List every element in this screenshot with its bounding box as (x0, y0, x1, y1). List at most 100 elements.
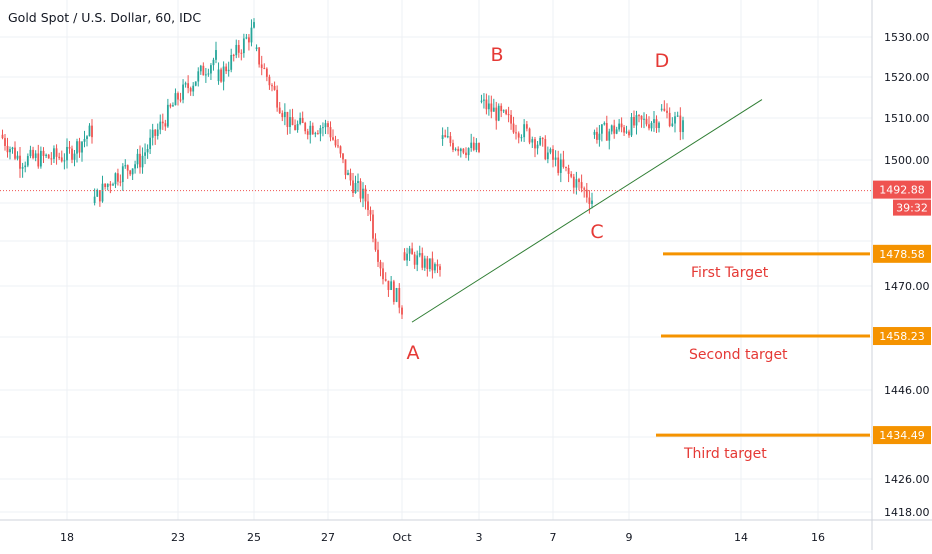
candle-body (217, 69, 220, 82)
candle-body (324, 123, 327, 128)
candle-body (66, 146, 68, 161)
x-tick-label: 18 (60, 531, 74, 544)
candle-body (679, 115, 682, 133)
candle-body (342, 153, 344, 160)
candle-body (457, 148, 460, 152)
candle-body (369, 210, 372, 215)
candle-body (278, 107, 281, 114)
candle-body (483, 99, 485, 101)
candle-body (91, 125, 93, 138)
candle-body (406, 253, 408, 261)
candle-body (364, 188, 367, 202)
candle-body (182, 84, 184, 100)
candle-body (129, 170, 132, 175)
candle-body (620, 123, 623, 128)
grid-lines (0, 0, 872, 520)
candle-body (192, 85, 195, 92)
chart-title: Gold Spot / U.S. Dollar, 60, IDC (8, 10, 202, 25)
candle-body (242, 38, 245, 54)
candle-body (311, 125, 314, 135)
candle-body (101, 183, 104, 202)
candle-body (446, 136, 449, 138)
candle-body (575, 179, 578, 188)
countdown-badge (893, 199, 931, 216)
candle-body (554, 157, 557, 160)
candle-body (655, 119, 658, 129)
candle-body (281, 113, 284, 118)
candle-body (635, 115, 638, 126)
candle-body (207, 73, 210, 75)
candle-body (131, 168, 134, 175)
target-price-text: 1458.23 (879, 330, 925, 343)
target-label: Third target (683, 446, 767, 462)
candle-body (428, 258, 431, 269)
candle-body (306, 131, 309, 135)
candle-body (578, 179, 580, 183)
candle-body (63, 160, 66, 162)
candle-body (263, 68, 266, 70)
candle-body (210, 65, 212, 74)
candle-body (487, 103, 490, 110)
candle-body (580, 182, 583, 189)
candle-body (593, 131, 596, 135)
candle-body (291, 117, 294, 126)
candle-body (286, 111, 289, 127)
candle-body (570, 173, 573, 177)
candle-body (598, 133, 601, 140)
candle-body (362, 188, 364, 199)
candle-body (301, 117, 304, 123)
candle-body (104, 183, 107, 187)
candle-body (37, 153, 40, 167)
candle-body (164, 123, 167, 127)
candle-body (96, 190, 99, 197)
candle-body (640, 115, 643, 120)
x-tick-label: 3 (476, 531, 483, 544)
candle-body (615, 129, 618, 134)
candle-body (645, 118, 648, 125)
candle-body (154, 129, 157, 136)
candle-body (161, 121, 164, 124)
candle-body (73, 153, 76, 160)
candle-body (232, 54, 235, 56)
candle-body (625, 131, 628, 133)
candle-body (184, 83, 187, 85)
candle-body (283, 111, 286, 118)
candle-body (149, 137, 152, 149)
candle-body (390, 281, 393, 290)
candle-body (220, 69, 222, 82)
candle-body (658, 122, 660, 129)
candle-body (114, 173, 117, 185)
candle-body (24, 165, 27, 168)
candle-body (444, 135, 447, 138)
candle-body (398, 288, 401, 308)
candle-body (174, 93, 177, 106)
candle-body (26, 156, 29, 166)
candle-body (189, 88, 192, 92)
candle-body (19, 155, 21, 169)
candle-body (50, 158, 53, 160)
candle-body (289, 117, 291, 127)
candle-body (225, 66, 228, 72)
candle-body (534, 139, 536, 149)
candle-body (403, 252, 406, 261)
candle-body (485, 99, 488, 110)
point-label-c: C (590, 221, 603, 243)
candle-body (421, 253, 424, 268)
candle-body (354, 182, 357, 194)
candle-body (172, 105, 174, 107)
candle-body (588, 197, 591, 204)
candle-body (387, 280, 390, 290)
candle-body (294, 125, 296, 130)
y-tick-label: 1510.00 (884, 112, 930, 125)
target-price-text: 1478.58 (879, 248, 925, 261)
candle-body (11, 147, 14, 150)
candle-body (539, 137, 542, 145)
candle-body (546, 152, 549, 160)
candle-body (344, 159, 347, 175)
candle-body (146, 148, 149, 153)
candle-body (379, 261, 382, 269)
y-tick-label: 1520.00 (884, 71, 930, 84)
candle-body (159, 121, 162, 130)
candle-body (436, 264, 439, 267)
